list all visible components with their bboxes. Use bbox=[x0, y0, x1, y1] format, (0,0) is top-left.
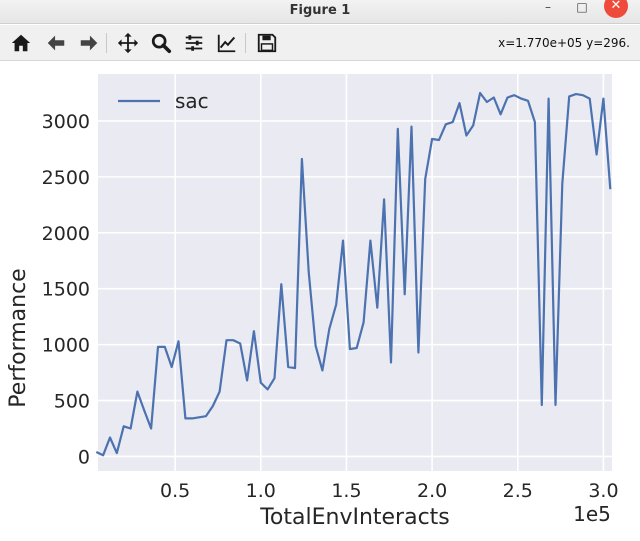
y-tick-label: 1000 bbox=[42, 335, 90, 357]
minimize-button[interactable]: – bbox=[545, 0, 551, 14]
x-tick-label: 2.5 bbox=[503, 480, 533, 502]
maximize-button[interactable]: □ bbox=[576, 0, 588, 14]
y-axis-label: Performance bbox=[6, 268, 31, 407]
title-bar: Figure 1 – □ ✕ bbox=[0, 0, 640, 24]
series-layer bbox=[95, 91, 612, 457]
edit-axis-button[interactable] bbox=[214, 30, 240, 56]
x-axis-label: TotalEnvInteracts bbox=[259, 505, 450, 530]
magnifier-icon bbox=[151, 33, 172, 54]
y-tick-label: 1500 bbox=[42, 279, 90, 301]
y-tick-label: 0 bbox=[78, 446, 90, 468]
arrow-right-icon bbox=[80, 35, 98, 51]
save-button[interactable] bbox=[254, 30, 280, 56]
subplots-button[interactable] bbox=[181, 30, 207, 56]
zoom-button[interactable] bbox=[148, 30, 174, 56]
line-chart-icon bbox=[217, 34, 236, 53]
home-button[interactable] bbox=[8, 30, 34, 56]
home-icon bbox=[11, 34, 31, 52]
grid-lines bbox=[98, 74, 612, 471]
legend: sac bbox=[118, 89, 209, 113]
sliders-icon bbox=[185, 35, 203, 51]
arrow-left-icon bbox=[47, 35, 65, 51]
y-tick-label: 3000 bbox=[42, 111, 90, 133]
move-icon bbox=[117, 32, 139, 54]
y-axis: 0 500 1000 1500 2000 2500 3000 bbox=[42, 111, 90, 468]
toolbar-separator bbox=[106, 33, 107, 53]
x-axis: 0.5 1.0 1.5 2.0 2.5 3.0 bbox=[160, 480, 619, 502]
series-line-sac bbox=[95, 91, 612, 457]
window-title: Figure 1 bbox=[289, 3, 351, 18]
navigation-toolbar: x=1.770e+05 y=296. bbox=[0, 25, 640, 61]
x-tick-label: 0.5 bbox=[160, 480, 190, 502]
line-chart[interactable]: 0 500 1000 1500 2000 2500 3000 0.5 1.0 1.5 2.0 2.5… bbox=[0, 62, 640, 541]
cursor-coordinates: x=1.770e+05 y=296. bbox=[498, 36, 630, 50]
y-tick-label: 500 bbox=[54, 391, 90, 413]
forward-button[interactable] bbox=[76, 30, 102, 56]
x-tick-label: 1.5 bbox=[331, 480, 361, 502]
y-tick-label: 2500 bbox=[42, 167, 90, 189]
toolbar-separator bbox=[245, 33, 246, 53]
x-tick-label: 2.0 bbox=[417, 480, 447, 502]
x-tick-label: 1.0 bbox=[246, 480, 276, 502]
y-tick-label: 2000 bbox=[42, 223, 90, 245]
floppy-disk-icon bbox=[257, 33, 277, 53]
x-axis-offset-label: 1e5 bbox=[573, 502, 611, 526]
x-tick-label: 3.0 bbox=[588, 480, 618, 502]
back-button[interactable] bbox=[43, 30, 69, 56]
legend-label-sac: sac bbox=[175, 89, 209, 113]
pan-button[interactable] bbox=[115, 30, 141, 56]
close-button[interactable]: ✕ bbox=[604, 0, 628, 18]
